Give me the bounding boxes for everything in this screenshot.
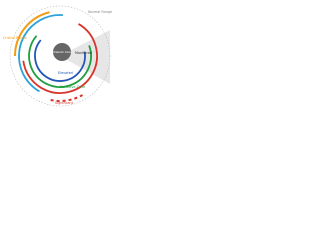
label: Normal Range: [88, 10, 112, 14]
blue-arc: [34, 30, 86, 82]
cyan-arc: [18, 14, 102, 98]
center-node: [53, 43, 71, 61]
orange-arc: [14, 10, 106, 102]
red-dashed: [14, 10, 106, 102]
outer-ring: [9, 5, 111, 107]
label: Elevated: [58, 71, 73, 75]
center-label: Diabetic Care: [53, 50, 71, 54]
label: Significant: [55, 101, 74, 105]
page: Diabetic Care Normal Range Critical Rang…: [3, 5, 113, 107]
diagram: Diabetic Care Normal Range Critical Rang…: [3, 5, 112, 107]
label: Critical Range: [3, 36, 27, 40]
label: Monitored: [75, 51, 92, 55]
label: Sensitive Zone: [60, 85, 85, 89]
green-arc: [28, 24, 92, 88]
red-arc: [22, 18, 98, 94]
